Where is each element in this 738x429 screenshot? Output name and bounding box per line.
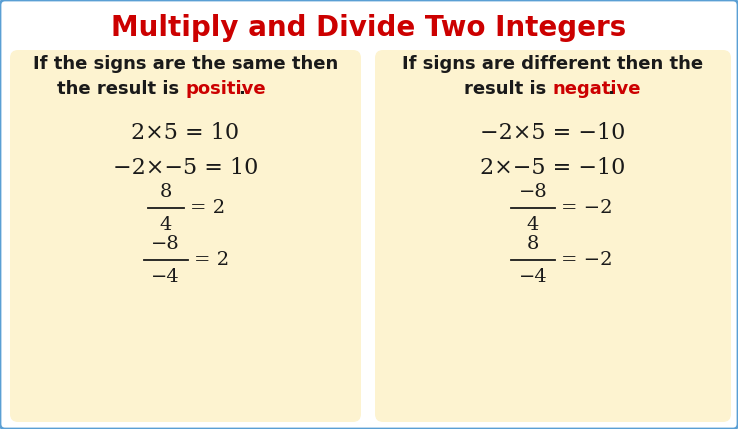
- Text: the result is: the result is: [57, 80, 185, 98]
- Text: = 2: = 2: [190, 199, 224, 217]
- Text: 2×−5 = −10: 2×−5 = −10: [480, 157, 626, 179]
- Text: −2×−5 = 10: −2×−5 = 10: [113, 157, 258, 179]
- Text: positive: positive: [185, 80, 266, 98]
- Text: −4: −4: [519, 268, 548, 286]
- Text: .: .: [607, 80, 614, 98]
- Text: 4: 4: [159, 216, 172, 234]
- Text: −2×5 = −10: −2×5 = −10: [480, 122, 626, 144]
- Text: .: .: [238, 80, 245, 98]
- FancyBboxPatch shape: [10, 50, 361, 422]
- Text: Multiply and Divide Two Integers: Multiply and Divide Two Integers: [111, 14, 627, 42]
- Text: = 2: = 2: [193, 251, 229, 269]
- Text: If signs are different then the: If signs are different then the: [402, 55, 703, 73]
- Text: 8: 8: [527, 235, 539, 253]
- Text: −4: −4: [151, 268, 180, 286]
- Text: negative: negative: [553, 80, 641, 98]
- Text: = −2: = −2: [561, 199, 613, 217]
- Text: 2×5 = 10: 2×5 = 10: [131, 122, 240, 144]
- Text: −8: −8: [519, 183, 548, 201]
- Text: −8: −8: [151, 235, 180, 253]
- Text: = −2: = −2: [561, 251, 613, 269]
- Text: 4: 4: [527, 216, 539, 234]
- Text: 8: 8: [159, 183, 172, 201]
- Text: result is: result is: [464, 80, 553, 98]
- FancyBboxPatch shape: [375, 50, 731, 422]
- Text: If the signs are the same then: If the signs are the same then: [33, 55, 338, 73]
